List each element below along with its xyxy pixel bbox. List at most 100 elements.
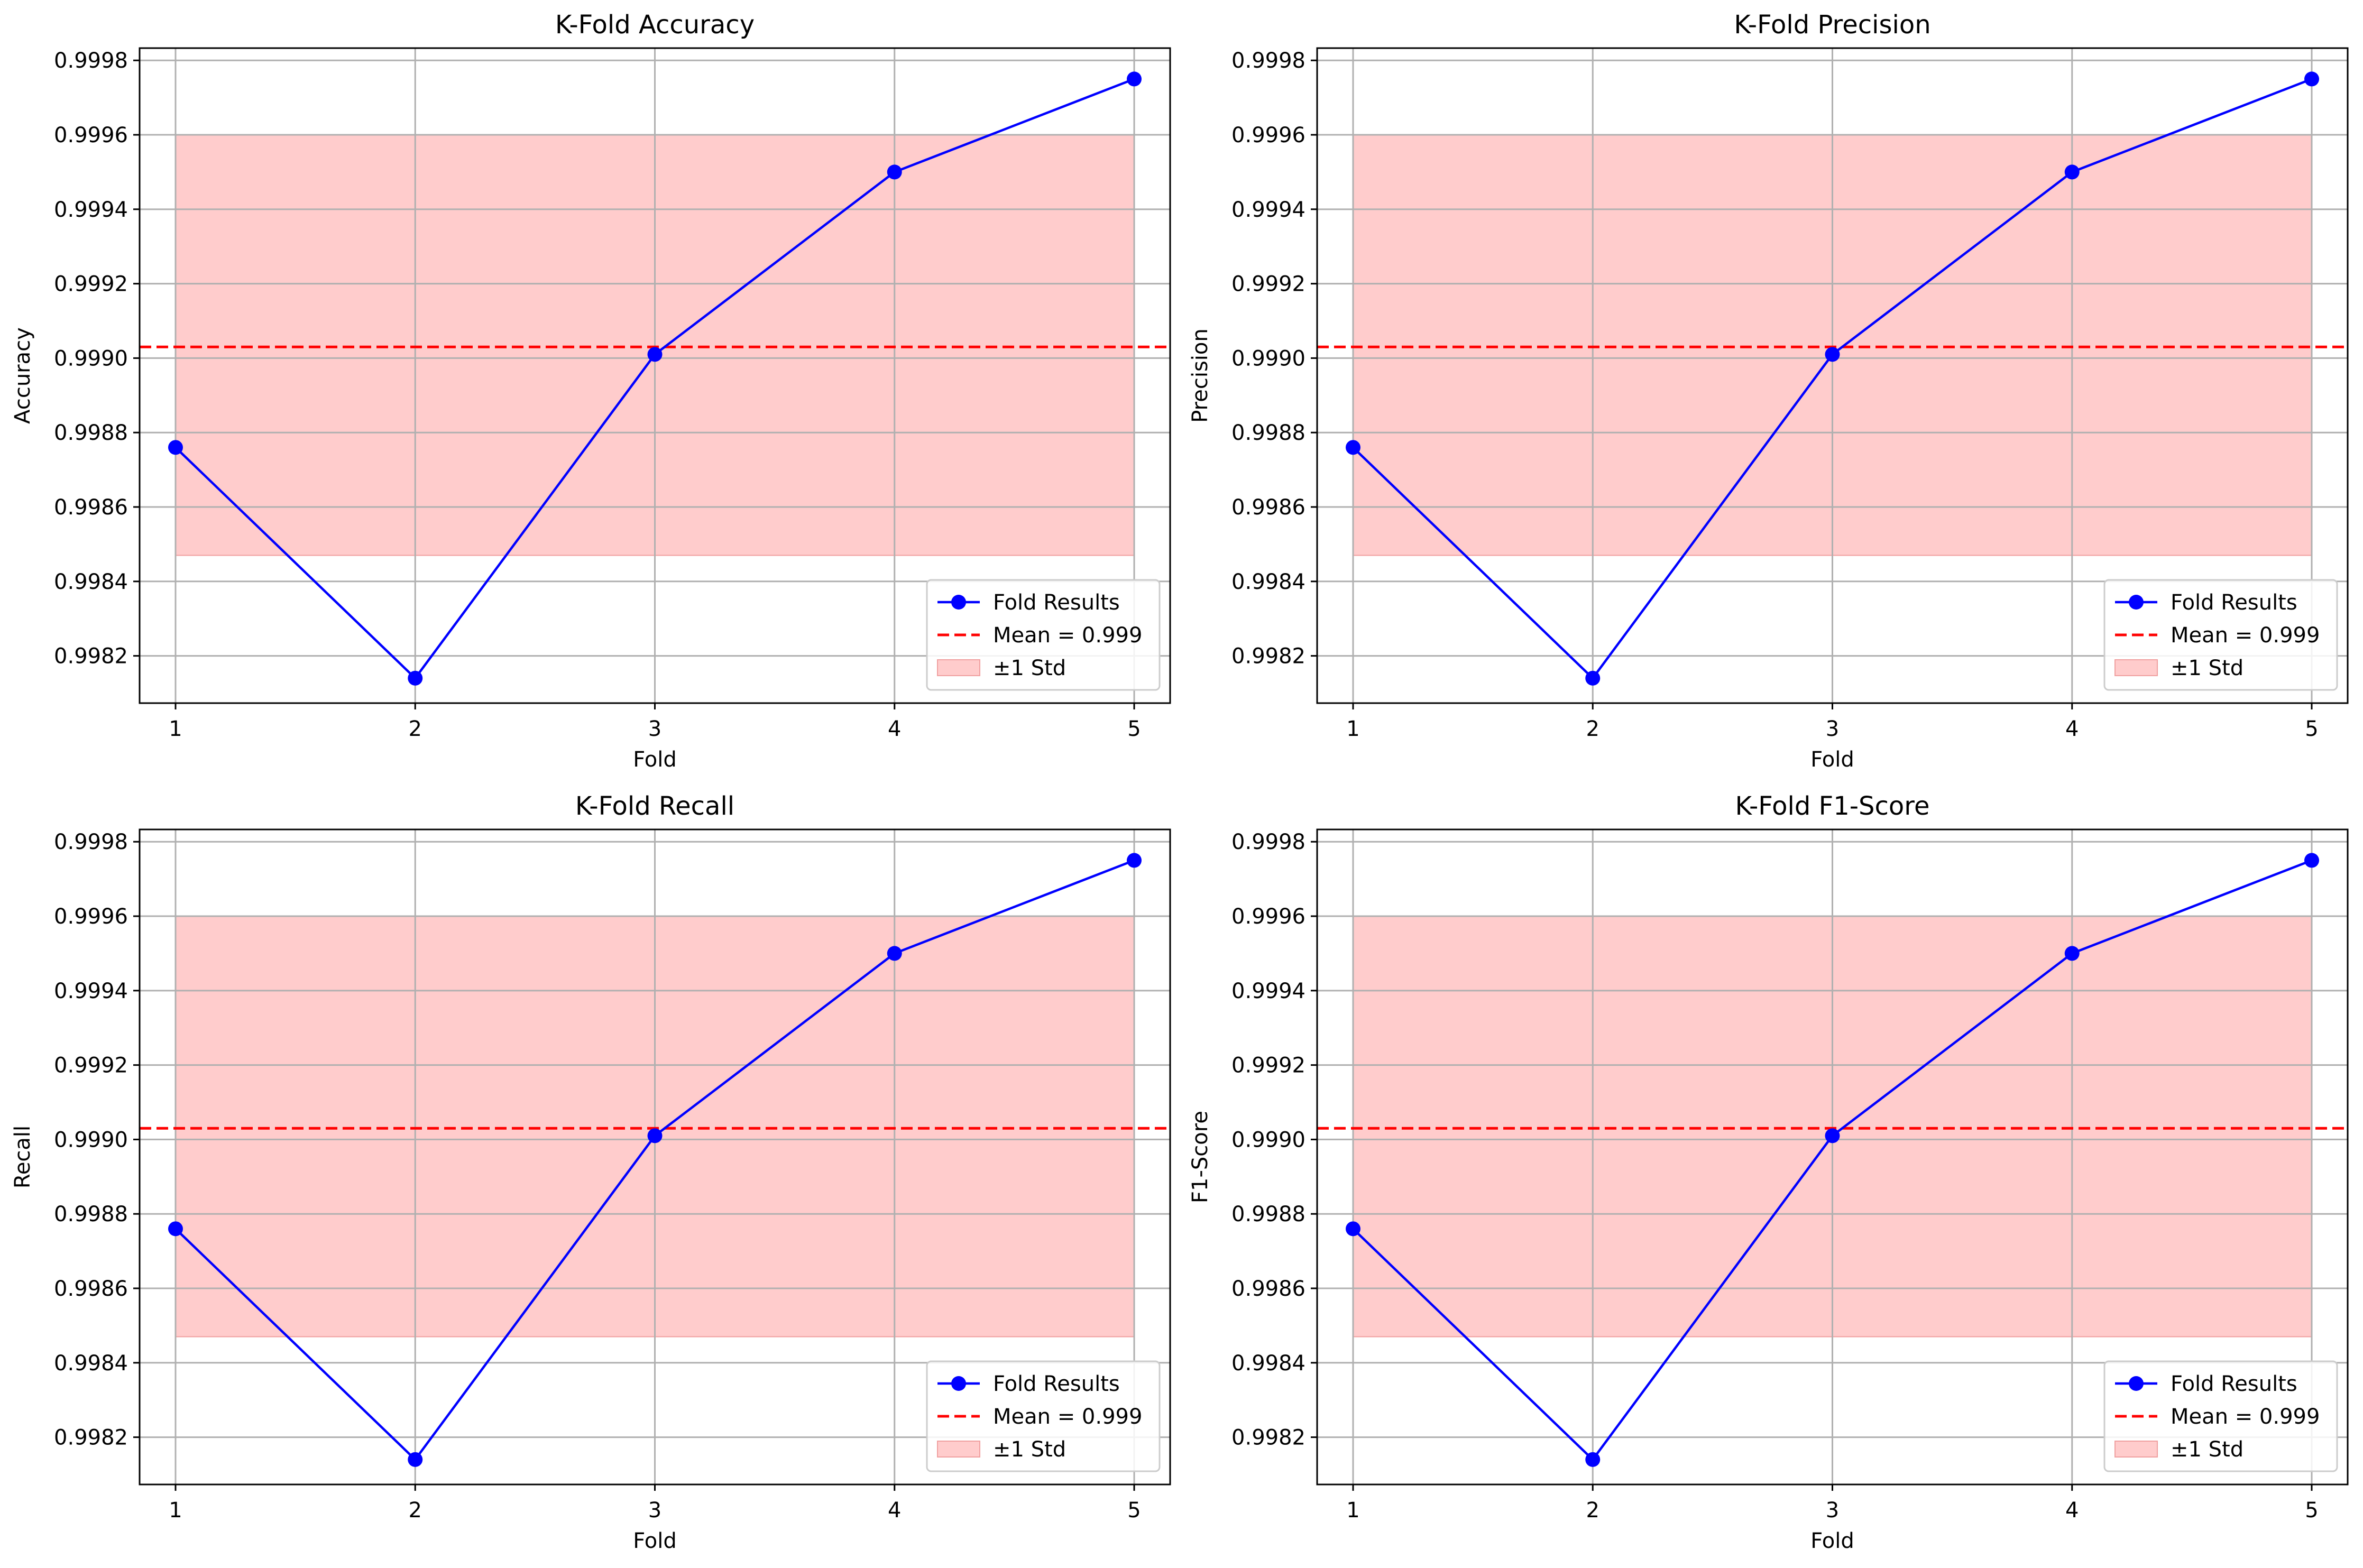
y-tick-label: 0.9992 [1231,272,1305,297]
y-tick-label: 0.9990 [1231,1128,1305,1152]
legend-band-swatch [937,1441,980,1458]
y-tick-label: 0.9982 [1231,1426,1305,1450]
y-axis-label: F1-Score [1188,1111,1212,1203]
x-tick-label: 5 [2305,717,2318,741]
legend-band-swatch [937,659,980,676]
y-tick-label: 0.9988 [1231,1202,1305,1226]
legend-box [2103,579,2338,691]
x-tick-label: 4 [888,1498,901,1523]
legend-label-series: Fold Results [993,1372,1120,1396]
y-tick-label: 0.9986 [54,1277,128,1301]
x-tick-label: 2 [1586,717,1599,741]
y-tick-label: 0.9982 [54,644,128,669]
y-tick-label: 0.9990 [54,346,128,371]
y-tick-label: 0.9986 [1231,495,1305,520]
legend: Fold Results Mean = 0.999 ±1 Std [926,579,1161,691]
data-point [2064,164,2080,180]
y-axis-label: Precision [1188,328,1212,422]
x-axis-label: Fold [1810,1529,1854,1553]
y-tick-label: 0.9998 [1231,49,1305,73]
data-point [1345,440,1360,455]
data-point [1825,1128,1840,1143]
legend-label-series: Fold Results [993,591,1120,615]
data-point [1585,1452,1601,1467]
y-tick-label: 0.9984 [1231,570,1305,594]
chart-title: K-Fold Precision [1734,10,1930,40]
y-tick-label: 0.9996 [1231,123,1305,147]
x-tick-label: 3 [1826,1498,1839,1523]
y-tick-label: 0.9992 [54,272,128,297]
data-point [2304,71,2320,87]
legend-label-series: Fold Results [2171,1372,2297,1396]
legend-marker-swatch [2129,1376,2144,1391]
legend-label-band: ±1 Std [2171,656,2244,680]
y-tick-label: 0.9992 [54,1054,128,1078]
chart-panel: 1 2 3 4 5 0.9982 0.9984 0.9986 0.9988 0.9990 0.999… [11,791,1171,1553]
chart-title: K-Fold Accuracy [555,10,755,40]
x-axis-label: Fold [633,748,677,772]
legend-box [926,579,1161,691]
x-axis-label: Fold [1810,748,1854,772]
y-tick-label: 0.9996 [54,905,128,929]
y-tick-label: 0.9988 [54,421,128,445]
legend-marker-swatch [951,595,966,610]
legend-label-mean: Mean = 0.999 [2171,1405,2320,1429]
x-tick-label: 3 [1826,717,1839,741]
x-tick-label: 3 [648,717,661,741]
y-tick-label: 0.9984 [54,570,128,594]
x-tick-label: 1 [169,717,182,741]
legend: Fold Results Mean = 0.999 ±1 Std [2103,579,2338,691]
x-axis-label: Fold [633,1529,677,1553]
legend-box [2103,1360,2338,1472]
legend-band-swatch [2114,659,2158,676]
chart-title: K-Fold Recall [575,791,734,821]
x-tick-label: 1 [1346,1498,1359,1523]
chart-panel: 1 2 3 4 5 0.9982 0.9984 0.9986 0.9988 0.9990 0.999… [1188,791,2349,1553]
x-tick-label: 3 [648,1498,661,1523]
x-tick-label: 4 [2065,1498,2079,1523]
data-point [408,670,423,686]
y-tick-label: 0.9984 [54,1351,128,1376]
legend-label-mean: Mean = 0.999 [2171,623,2320,648]
y-tick-label: 0.9982 [1231,644,1305,669]
y-tick-label: 0.9990 [54,1128,128,1152]
data-point [1345,1221,1360,1237]
data-point [2064,946,2080,961]
y-axis-label: Accuracy [11,327,35,424]
legend-label-band: ±1 Std [993,656,1066,680]
chart-panel: 1 2 3 4 5 0.9982 0.9984 0.9986 0.9988 0.9990 0.999… [1188,10,2349,772]
x-tick-label: 4 [888,717,901,741]
legend-label-band: ±1 Std [2171,1437,2244,1462]
chart-title: K-Fold F1-Score [1735,791,1930,821]
data-point [647,1128,663,1143]
x-tick-label: 2 [409,717,422,741]
chart-panel: 1 2 3 4 5 0.9982 0.9984 0.9986 0.9988 0.9990 0.999… [11,10,1171,772]
x-tick-label: 5 [2305,1498,2318,1523]
legend-box [926,1360,1161,1472]
x-tick-label: 5 [1127,717,1141,741]
data-point [2304,853,2320,868]
y-tick-label: 0.9994 [1231,979,1305,1003]
y-tick-label: 0.9994 [1231,198,1305,222]
y-tick-label: 0.9986 [54,495,128,520]
data-point [1127,71,1142,87]
data-point [887,164,902,180]
y-tick-label: 0.9992 [1231,1054,1305,1078]
legend-marker-swatch [951,1376,966,1391]
data-point [647,347,663,362]
data-point [1825,347,1840,362]
legend-marker-swatch [2129,595,2144,610]
y-tick-label: 0.9998 [54,830,128,854]
data-point [168,440,183,455]
y-tick-label: 0.9994 [54,979,128,1003]
y-axis-label: Recall [11,1126,35,1188]
y-tick-label: 0.9984 [1231,1351,1305,1376]
legend: Fold Results Mean = 0.999 ±1 Std [2103,1360,2338,1472]
x-tick-label: 4 [2065,717,2079,741]
legend-label-band: ±1 Std [993,1437,1066,1462]
y-tick-label: 0.9988 [54,1202,128,1226]
x-tick-label: 1 [1346,717,1359,741]
y-tick-label: 0.9998 [54,49,128,73]
y-tick-label: 0.9996 [54,123,128,147]
